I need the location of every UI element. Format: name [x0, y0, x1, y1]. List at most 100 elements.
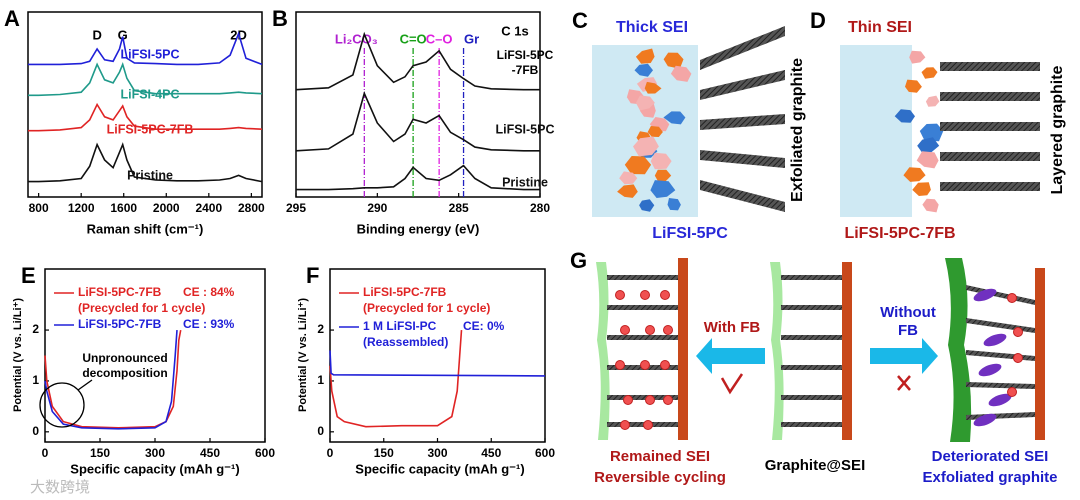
series-line: [28, 31, 263, 66]
series-line: [28, 102, 263, 132]
x-tick-label: 295: [286, 201, 306, 215]
peak-label: C–O: [426, 31, 453, 46]
graphite-sheet: [781, 395, 842, 400]
graphite-sheet: [607, 335, 678, 340]
graphite-sheet: [607, 305, 678, 310]
x-tick-label: 150: [90, 446, 110, 460]
arrow: [696, 338, 765, 374]
cross-mark: [897, 375, 911, 391]
series-label: LiFSI-5PC -7FB: [496, 48, 554, 77]
y-tick-label: 0: [32, 424, 39, 438]
panel-letter: G: [570, 248, 587, 273]
panel-letter: E: [21, 263, 36, 288]
legend-sub: (Reassembled): [363, 335, 448, 349]
sei-particle: [635, 95, 655, 111]
ion: [643, 420, 653, 430]
panel-letter: B: [272, 6, 288, 31]
sei-particle: [917, 137, 940, 153]
y-tick-label: 2: [317, 322, 324, 336]
ion: [1013, 353, 1023, 363]
graphite-sheet: [966, 285, 1035, 305]
graphite-sheet: [781, 422, 842, 427]
ion: [640, 360, 650, 370]
watermark: 大数跨境: [30, 478, 90, 496]
sei-particle: [644, 81, 662, 94]
x-tick-label: 1200: [68, 201, 95, 215]
x-tick-label: 280: [530, 201, 550, 215]
solvent: [973, 288, 997, 302]
series-line: [296, 164, 540, 191]
x-tick-label: 0: [42, 446, 49, 460]
peak-label: Gr: [464, 31, 479, 46]
legend-sub: (Precycled for 1 cycle): [78, 301, 205, 315]
legend-note: CE : 84%: [183, 285, 235, 299]
y-tick-label: 2: [32, 322, 39, 336]
panel-letter: F: [306, 263, 319, 288]
x-tick-label: 300: [427, 446, 447, 460]
sei-particle: [916, 151, 939, 169]
sei-particle: [894, 109, 915, 123]
legend-label: LiFSI-5PC-7FB: [78, 285, 162, 299]
graphite-sheet: [700, 150, 785, 168]
arrow: [870, 338, 938, 374]
annotation-leader: [77, 379, 93, 391]
ion: [1007, 293, 1017, 303]
series-label: Pristine: [502, 175, 548, 189]
graphite-sheet: [607, 422, 678, 427]
sei-layer: [945, 258, 972, 442]
ion: [660, 360, 670, 370]
side-label: Layered graphite: [1049, 65, 1066, 194]
x-tick-label: 300: [145, 446, 165, 460]
peak-label: Li₂CO₃: [335, 31, 378, 46]
series-label: LiFSI-5PC: [495, 122, 554, 136]
x-axis-title: Raman shift (cm⁻¹): [87, 221, 204, 236]
caption: Exfoliated graphite: [922, 469, 1057, 486]
caption: Reversible cycling: [594, 469, 726, 486]
current-collector: [1035, 268, 1045, 440]
graphite-sheet: [966, 412, 1035, 420]
x-tick-label: 2000: [153, 201, 180, 215]
series-line: [28, 142, 263, 183]
y-tick-label: 1: [32, 373, 39, 387]
sei-particle: [624, 156, 652, 175]
sei-particle: [909, 50, 926, 64]
x-tick-label: 0: [327, 446, 334, 460]
x-tick-label: 450: [200, 446, 220, 460]
solvent: [973, 413, 997, 427]
graphite-sheet: [700, 70, 785, 100]
sei-particle: [919, 123, 944, 142]
electrolyte: [840, 45, 912, 217]
x-tick-label: 600: [255, 446, 275, 460]
sei-particle: [639, 199, 655, 212]
ion: [623, 395, 633, 405]
series-line: [44, 329, 182, 429]
ion: [615, 360, 625, 370]
sei-particle: [667, 198, 681, 211]
graphite-sheet: [607, 275, 678, 280]
y-axis-title: Potential (V vs. Li/Li⁺): [297, 298, 309, 412]
diagram-caption: LiFSI-5PC: [652, 225, 728, 242]
sei-particle: [647, 126, 663, 137]
ion: [645, 325, 655, 335]
plot-frame: [295, 11, 541, 198]
current-collector: [678, 258, 688, 440]
annotation-circle: [39, 382, 85, 428]
x-tick-label: 800: [29, 201, 49, 215]
sei-particle: [650, 152, 672, 170]
series-label: LiFSI-5PC: [120, 47, 179, 61]
ion: [640, 290, 650, 300]
sei-layer: [770, 262, 784, 440]
x-axis-title: Specific capacity (mAh g⁻¹): [70, 461, 239, 476]
diagram-title: Thin SEI: [848, 19, 912, 36]
legend-label: LiFSI-5PC-7FB: [363, 285, 447, 299]
x-tick-label: 1600: [110, 201, 137, 215]
y-axis-title: Potential (V vs. Li/Li⁺): [12, 298, 24, 412]
ion: [660, 290, 670, 300]
graphite-sheet: [700, 26, 785, 70]
ion: [663, 395, 673, 405]
solvent: [978, 363, 1002, 377]
sei-particle: [903, 167, 926, 182]
graphite-sheet: [940, 92, 1040, 101]
